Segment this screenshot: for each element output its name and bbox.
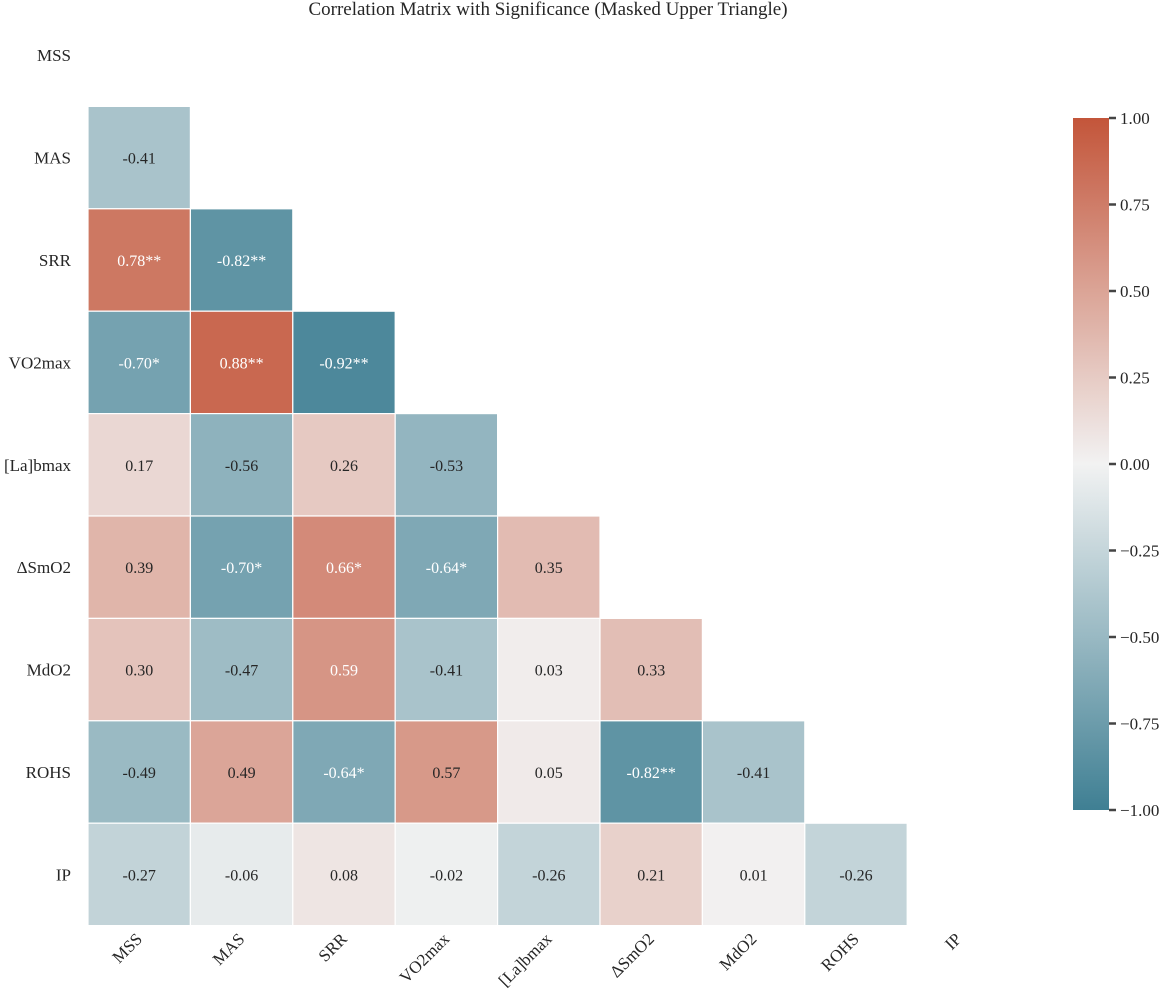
cell-annotation: 0.35 xyxy=(535,560,563,577)
cell-annotation: 0.33 xyxy=(637,663,665,680)
y-tick-label: MSS xyxy=(37,46,71,65)
colorbar-tick-label: −0.75 xyxy=(1120,715,1159,734)
y-tick-label: MAS xyxy=(34,149,71,168)
cell-annotation: -0.70* xyxy=(119,355,160,372)
cell-annotation: 0.78** xyxy=(117,253,161,270)
cell-annotation: 0.49 xyxy=(228,765,256,782)
heatmap-cell xyxy=(394,515,499,620)
y-tick-label: ΔSmO2 xyxy=(17,558,71,577)
heatmap-cells: -0.41 0.78** -0.82** -0.70* 0.88** -0.92** 0.1… xyxy=(87,105,908,927)
heatmap-cell xyxy=(497,617,601,722)
x-tick-label: VO2max xyxy=(396,929,454,987)
y-tick-label: SRR xyxy=(39,251,72,270)
cell-annotation: 0.03 xyxy=(535,663,563,680)
cell-annotation: 0.39 xyxy=(125,560,153,577)
heatmap-cell xyxy=(87,720,192,824)
cell-annotation: -0.64* xyxy=(426,560,467,577)
cell-annotation: 0.88** xyxy=(220,355,264,372)
cell-annotation: -0.41 xyxy=(123,151,156,168)
cell-annotation: -0.56 xyxy=(225,458,258,475)
heatmap-cell xyxy=(87,105,192,210)
x-axis-tick-labels: MSS MAS SRR VO2max [La]bmax ΔSmO2 MdO2 ROHS IP xyxy=(109,929,966,990)
x-tick-label: MAS xyxy=(209,929,248,968)
cell-annotation: -0.70* xyxy=(221,560,262,577)
x-tick-label: MSS xyxy=(109,929,146,966)
chart-title: Correlation Matrix with Significance (Ma… xyxy=(308,0,787,20)
cell-annotation: 0.21 xyxy=(637,867,665,884)
cell-annotation: -0.26 xyxy=(532,867,565,884)
y-axis-tick-labels: MSS MAS SRR VO2max [La]bmax ΔSmO2 MdO2 ROHS IP xyxy=(4,46,72,884)
cell-annotation: 0.59 xyxy=(330,663,358,680)
heatmap-cell xyxy=(599,822,704,927)
cell-annotation: -0.53 xyxy=(430,458,463,475)
heatmap-cell xyxy=(189,617,294,722)
heatmap-cell xyxy=(599,617,704,722)
heatmap-cell xyxy=(87,310,192,415)
cell-annotation: 0.57 xyxy=(432,765,460,782)
y-tick-label: MdO2 xyxy=(27,661,71,680)
cell-annotation: 0.05 xyxy=(535,765,563,782)
heatmap-cell xyxy=(701,720,806,824)
heatmap-cell xyxy=(87,617,192,722)
heatmap-cell xyxy=(189,208,294,312)
y-tick-label: IP xyxy=(56,865,71,884)
cell-annotation: 0.01 xyxy=(740,867,768,884)
colorbar-tick-label: 0.75 xyxy=(1120,196,1150,215)
heatmap-cell xyxy=(804,822,908,927)
heatmap-cell xyxy=(189,515,294,620)
heatmap-cell xyxy=(394,720,499,824)
colorbar xyxy=(1073,118,1109,810)
heatmap-cell xyxy=(394,413,499,517)
colorbar-tick-label: 0.25 xyxy=(1120,369,1150,388)
cell-annotation: 0.26 xyxy=(330,458,358,475)
cell-annotation: -0.26 xyxy=(839,867,872,884)
cell-annotation: -0.49 xyxy=(123,765,156,782)
colorbar-tick-label: −0.50 xyxy=(1120,628,1159,647)
colorbar-tick-label: 1.00 xyxy=(1120,109,1150,128)
heatmap-cell xyxy=(599,720,704,824)
y-tick-label: VO2max xyxy=(9,353,72,372)
cell-annotation: -0.64* xyxy=(323,765,364,782)
colorbar-ticks: 1.00 0.75 0.50 0.25 0.00 −0.25 −0.50 −0.75 −1.00 xyxy=(1109,109,1159,820)
heatmap-cell xyxy=(292,310,396,415)
colorbar-tick-label: 0.00 xyxy=(1120,455,1150,474)
x-tick-label: [La]bmax xyxy=(495,929,556,990)
x-tick-label: ROHS xyxy=(817,929,863,975)
cell-annotation: -0.82** xyxy=(627,765,676,782)
x-tick-label: IP xyxy=(941,929,965,953)
cell-annotation: 0.30 xyxy=(125,663,153,680)
colorbar-tick-label: −0.25 xyxy=(1120,542,1159,561)
y-tick-label: [La]bmax xyxy=(4,456,72,475)
cell-annotation: -0.02 xyxy=(430,867,463,884)
cell-annotation: 0.08 xyxy=(330,867,358,884)
heatmap-cell xyxy=(394,617,499,722)
cell-annotation: -0.41 xyxy=(737,765,770,782)
cell-annotation: 0.17 xyxy=(125,458,153,475)
heatmap-cell xyxy=(189,413,294,517)
heatmap-cell xyxy=(87,822,192,927)
x-tick-label: SRR xyxy=(315,929,352,966)
heatmap-cell xyxy=(292,822,396,927)
cell-annotation: -0.06 xyxy=(225,867,258,884)
cell-annotation: -0.41 xyxy=(430,663,463,680)
x-tick-label: ΔSmO2 xyxy=(606,929,658,981)
cell-annotation: -0.47 xyxy=(225,663,258,680)
heatmap-cell xyxy=(189,310,294,415)
heatmap-cell xyxy=(497,515,601,620)
heatmap-cell xyxy=(292,617,396,722)
heatmap-cell xyxy=(292,515,396,620)
cell-annotation: -0.82** xyxy=(217,253,266,270)
heatmap-cell xyxy=(701,822,806,927)
y-tick-label: ROHS xyxy=(26,763,71,782)
colorbar-tick-label: 0.50 xyxy=(1120,282,1150,301)
cell-annotation: 0.66* xyxy=(326,560,362,577)
heatmap-cell xyxy=(87,208,192,312)
cell-annotation: -0.92** xyxy=(319,355,368,372)
x-tick-label: MdO2 xyxy=(716,929,761,974)
cell-annotation: -0.27 xyxy=(123,867,156,884)
colorbar-tick-label: −1.00 xyxy=(1120,801,1159,820)
heatmap-cell xyxy=(189,720,294,824)
